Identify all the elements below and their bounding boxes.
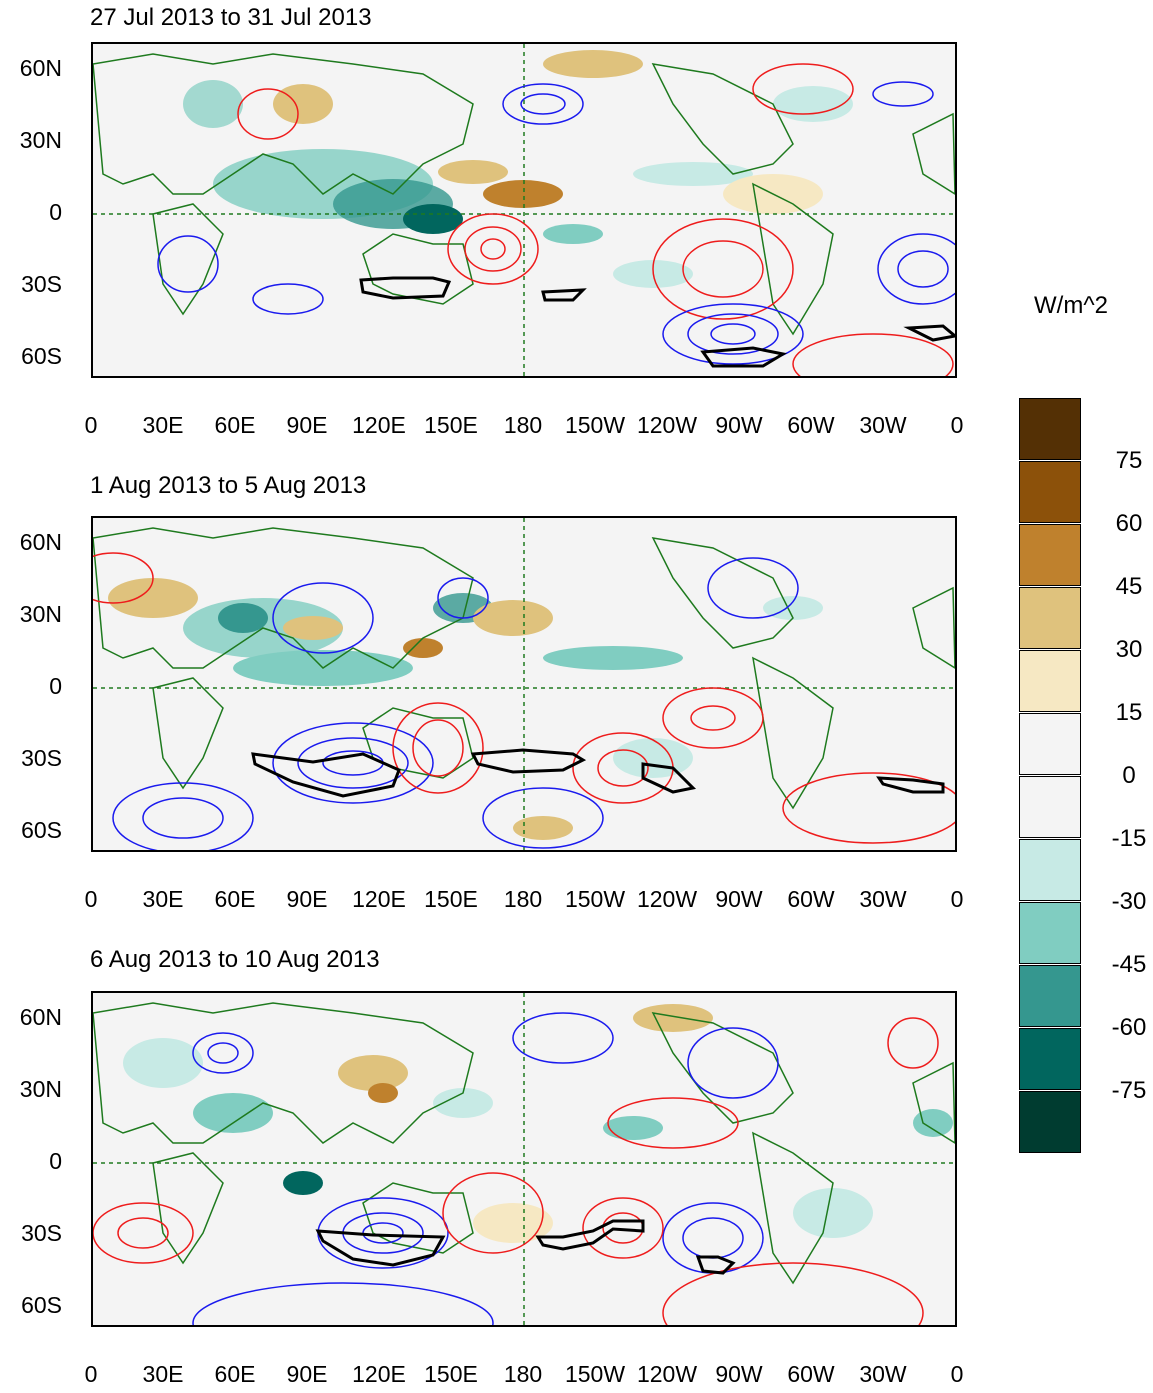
panel-2-title: 1 Aug 2013 to 5 Aug 2013 <box>90 472 367 499</box>
lon-label: 120E <box>352 1361 406 1387</box>
colorbar-label: 15 <box>1115 699 1143 726</box>
lon-label: 90W <box>715 886 763 912</box>
lon-label: 150E <box>424 886 478 912</box>
panel-1-title: 27 Jul 2013 to 31 Jul 2013 <box>90 4 372 31</box>
colorbar-label: 75 <box>1115 447 1143 474</box>
lon-label: 0 <box>84 412 98 438</box>
lon-label: 30W <box>859 412 907 438</box>
lon-label: 120W <box>636 1361 698 1387</box>
lon-label: 90E <box>286 886 328 912</box>
panel-2-lat-label: 30N <box>19 601 62 627</box>
panel-2-lat-label: 60S <box>21 817 62 843</box>
lon-label: 120E <box>352 886 406 912</box>
lon-label: 60E <box>214 1361 256 1387</box>
lon-label: 120W <box>636 886 698 912</box>
panel-3-coastlines <box>93 1002 955 1285</box>
panel-3-map <box>91 991 957 1327</box>
colorbar-box <box>1019 587 1081 649</box>
lon-label: 90E <box>286 1361 328 1387</box>
colorbar-label: 60 <box>1115 510 1143 537</box>
panel-3-title: 6 Aug 2013 to 10 Aug 2013 <box>90 946 380 973</box>
panel-2-lat-label: 30S <box>21 745 62 771</box>
lon-label: 150W <box>564 886 626 912</box>
lon-label: 60E <box>214 886 256 912</box>
panel-2-coastlines <box>93 527 955 810</box>
lon-label: 0 <box>84 1361 98 1387</box>
panel-2-lat-label: 60N <box>19 529 62 555</box>
colorbar-box <box>1019 398 1081 460</box>
panel-3-contours <box>93 1012 939 1325</box>
panel-1-lat-label: 30N <box>19 127 62 153</box>
lon-label: 180 <box>503 1361 543 1387</box>
colorbar-box <box>1019 1091 1081 1153</box>
lon-label: 150E <box>424 412 478 438</box>
lon-label: 30W <box>859 1361 907 1387</box>
lon-label: 150W <box>564 412 626 438</box>
panel-1-contours <box>157 63 955 376</box>
panel-2-lat-label: 0 <box>49 673 62 699</box>
panel-3-lat-label: 30S <box>21 1220 62 1246</box>
panel-1-lat-label: 30S <box>21 271 62 297</box>
lon-label: 0 <box>84 886 98 912</box>
panel-1-lat-label: 0 <box>49 199 62 225</box>
colorbar-label: 30 <box>1115 636 1143 663</box>
panel-2-map <box>91 516 957 852</box>
colorbar-label: 0 <box>1122 762 1136 789</box>
lon-label: 180 <box>503 412 543 438</box>
colorbar-label: -15 <box>1111 825 1147 852</box>
panel-1-map <box>91 42 957 378</box>
lon-label: 150W <box>564 1361 626 1387</box>
colorbar-box <box>1019 461 1081 523</box>
lon-label: 0 <box>950 886 964 912</box>
lon-label: 90E <box>286 412 328 438</box>
colorbar-box <box>1019 839 1081 901</box>
colorbar-box <box>1019 1028 1081 1090</box>
lon-label: 60W <box>787 412 835 438</box>
panel-2-contours <box>93 552 955 850</box>
lon-label: 60W <box>787 886 835 912</box>
panel-3-lat-label: 60N <box>19 1004 62 1030</box>
lon-label: 120W <box>636 412 698 438</box>
lon-label: 90W <box>715 1361 763 1387</box>
panel-1-coastlines <box>93 53 955 336</box>
panel-3-lat-label: 30N <box>19 1076 62 1102</box>
lon-label: 30E <box>142 886 184 912</box>
colorbar-box <box>1019 713 1081 775</box>
colorbar-units: W/m^2 <box>1034 292 1108 319</box>
colorbar-box <box>1019 965 1081 1027</box>
panel-3-shading <box>123 1004 953 1243</box>
colorbar-label: 45 <box>1115 573 1143 600</box>
colorbar-box <box>1019 524 1081 586</box>
panel-1-lat-label: 60N <box>19 55 62 81</box>
lon-label: 60W <box>787 1361 835 1387</box>
colorbar-label: -30 <box>1111 888 1147 915</box>
lon-label: 0 <box>950 412 964 438</box>
panel-3-lat-label: 60S <box>21 1292 62 1318</box>
panel-1-shading <box>183 50 853 288</box>
panel-1-lat-label: 60S <box>21 343 62 369</box>
panel-3-lat-label: 0 <box>49 1148 62 1174</box>
lon-label: 30E <box>142 1361 184 1387</box>
lon-label: 30E <box>142 412 184 438</box>
colorbar-label: -60 <box>1111 1014 1147 1041</box>
lon-label: 0 <box>950 1361 964 1387</box>
panel-2-significance-contours <box>251 748 945 798</box>
lon-label: 60E <box>214 412 256 438</box>
lon-label: 150E <box>424 1361 478 1387</box>
colorbar-box <box>1019 776 1081 838</box>
lon-label: 120E <box>352 412 406 438</box>
lon-label: 30W <box>859 886 907 912</box>
colorbar-box <box>1019 650 1081 712</box>
panel-1-significance-contours <box>359 276 955 368</box>
lon-label: 90W <box>715 412 763 438</box>
colorbar-label: -75 <box>1111 1077 1147 1104</box>
panel-3-significance-contours <box>315 1219 736 1275</box>
lon-label: 180 <box>503 886 543 912</box>
colorbar-box <box>1019 902 1081 964</box>
colorbar-label: -45 <box>1111 951 1147 978</box>
